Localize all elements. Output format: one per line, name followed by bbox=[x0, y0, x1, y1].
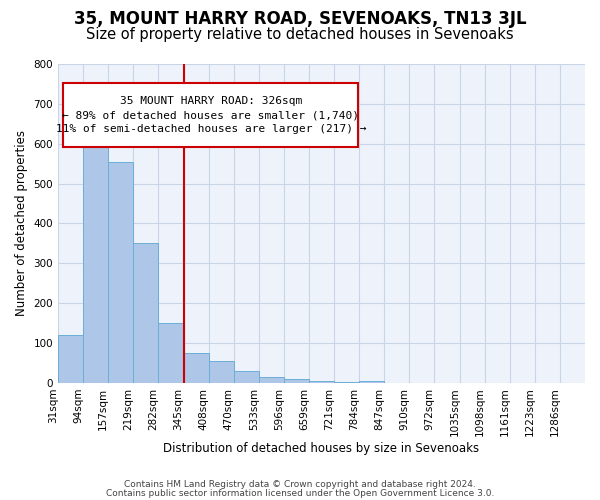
Bar bbox=[284, 379, 309, 383]
Bar bbox=[83, 144, 108, 383]
Bar bbox=[58, 335, 83, 383]
Text: 35 MOUNT HARRY ROAD: 326sqm
← 89% of detached houses are smaller (1,740)
11% of : 35 MOUNT HARRY ROAD: 326sqm ← 89% of det… bbox=[56, 96, 366, 134]
Text: Contains HM Land Registry data © Crown copyright and database right 2024.: Contains HM Land Registry data © Crown c… bbox=[124, 480, 476, 489]
Bar bbox=[233, 371, 259, 383]
Bar bbox=[209, 361, 233, 383]
Bar bbox=[259, 377, 284, 383]
Text: Contains public sector information licensed under the Open Government Licence 3.: Contains public sector information licen… bbox=[106, 489, 494, 498]
Bar bbox=[133, 244, 158, 383]
Text: 35, MOUNT HARRY ROAD, SEVENOAKS, TN13 3JL: 35, MOUNT HARRY ROAD, SEVENOAKS, TN13 3J… bbox=[74, 10, 526, 28]
Y-axis label: Number of detached properties: Number of detached properties bbox=[15, 130, 28, 316]
Bar bbox=[359, 381, 384, 383]
Bar bbox=[184, 353, 209, 383]
Text: Size of property relative to detached houses in Sevenoaks: Size of property relative to detached ho… bbox=[86, 28, 514, 42]
X-axis label: Distribution of detached houses by size in Sevenoaks: Distribution of detached houses by size … bbox=[163, 442, 479, 455]
Bar bbox=[158, 323, 184, 383]
Bar bbox=[334, 382, 359, 383]
FancyBboxPatch shape bbox=[64, 83, 358, 147]
Bar bbox=[108, 162, 133, 383]
Bar bbox=[309, 381, 334, 383]
